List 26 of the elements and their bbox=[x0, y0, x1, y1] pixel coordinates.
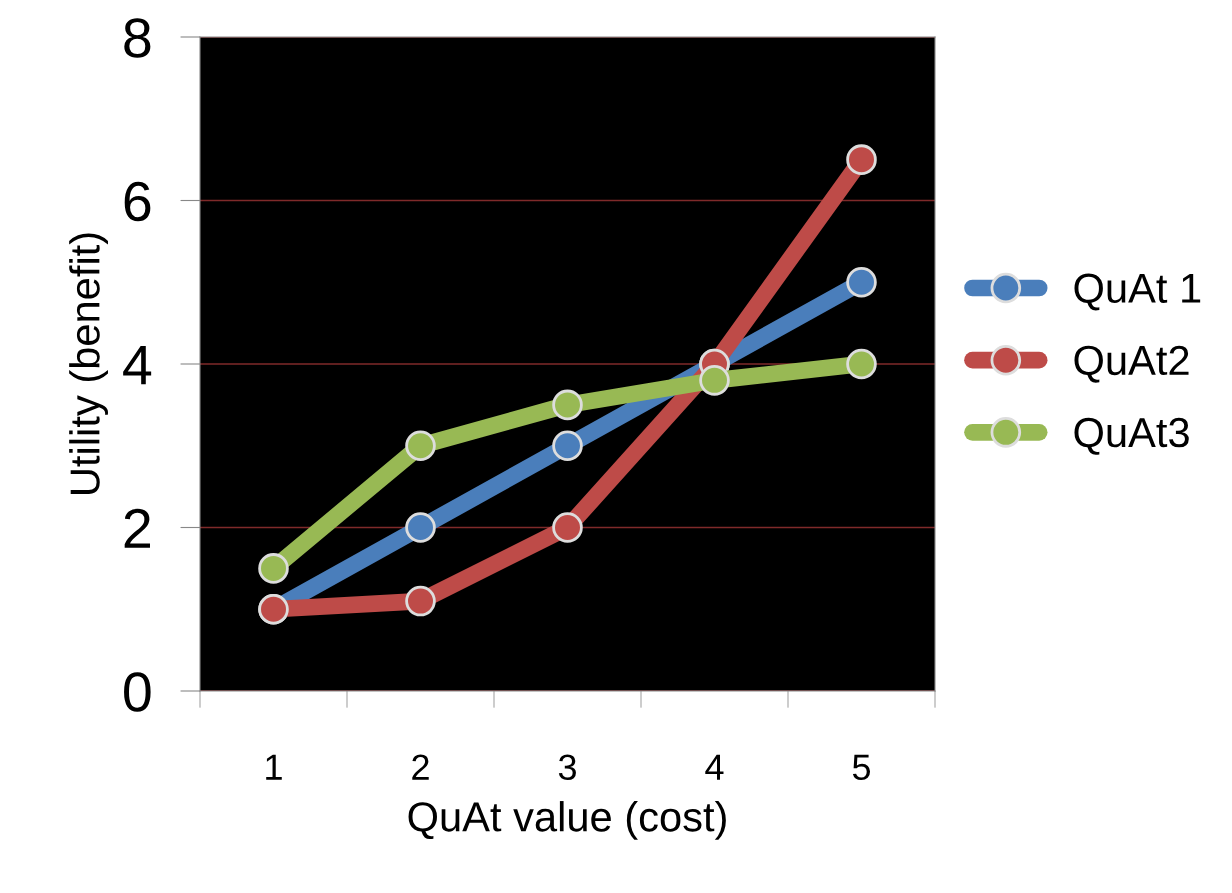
point bbox=[846, 144, 877, 175]
point bbox=[552, 430, 583, 462]
x-tick-label: 5 bbox=[852, 754, 871, 781]
y-tick-label: 4 bbox=[123, 345, 152, 385]
x-tick-label: 4 bbox=[705, 754, 724, 780]
point bbox=[405, 430, 436, 462]
point bbox=[552, 389, 583, 421]
y-tick-label: 2 bbox=[124, 508, 150, 548]
y-tick-label: 8 bbox=[124, 18, 151, 58]
x-tick-label: 2 bbox=[412, 754, 429, 780]
x-tick-label: 3 bbox=[558, 754, 576, 781]
legend-label: QuAt 1 bbox=[1074, 273, 1201, 311]
point bbox=[552, 512, 583, 543]
x-tick-label: 1 bbox=[266, 754, 282, 780]
point bbox=[699, 365, 730, 396]
legend-label: QuAt3 bbox=[1074, 417, 1189, 455]
x-axis-title: QuAt value (cost) bbox=[408, 801, 726, 840]
point bbox=[405, 512, 436, 543]
point bbox=[846, 348, 877, 380]
legend-label: QuAt2 bbox=[1074, 345, 1189, 383]
point bbox=[846, 266, 877, 298]
point bbox=[405, 585, 436, 617]
y-tick-label: 0 bbox=[124, 672, 151, 712]
y-axis-title: Utility (benefit) bbox=[69, 233, 108, 494]
y-tick-label: 6 bbox=[124, 181, 151, 222]
point bbox=[258, 553, 289, 584]
